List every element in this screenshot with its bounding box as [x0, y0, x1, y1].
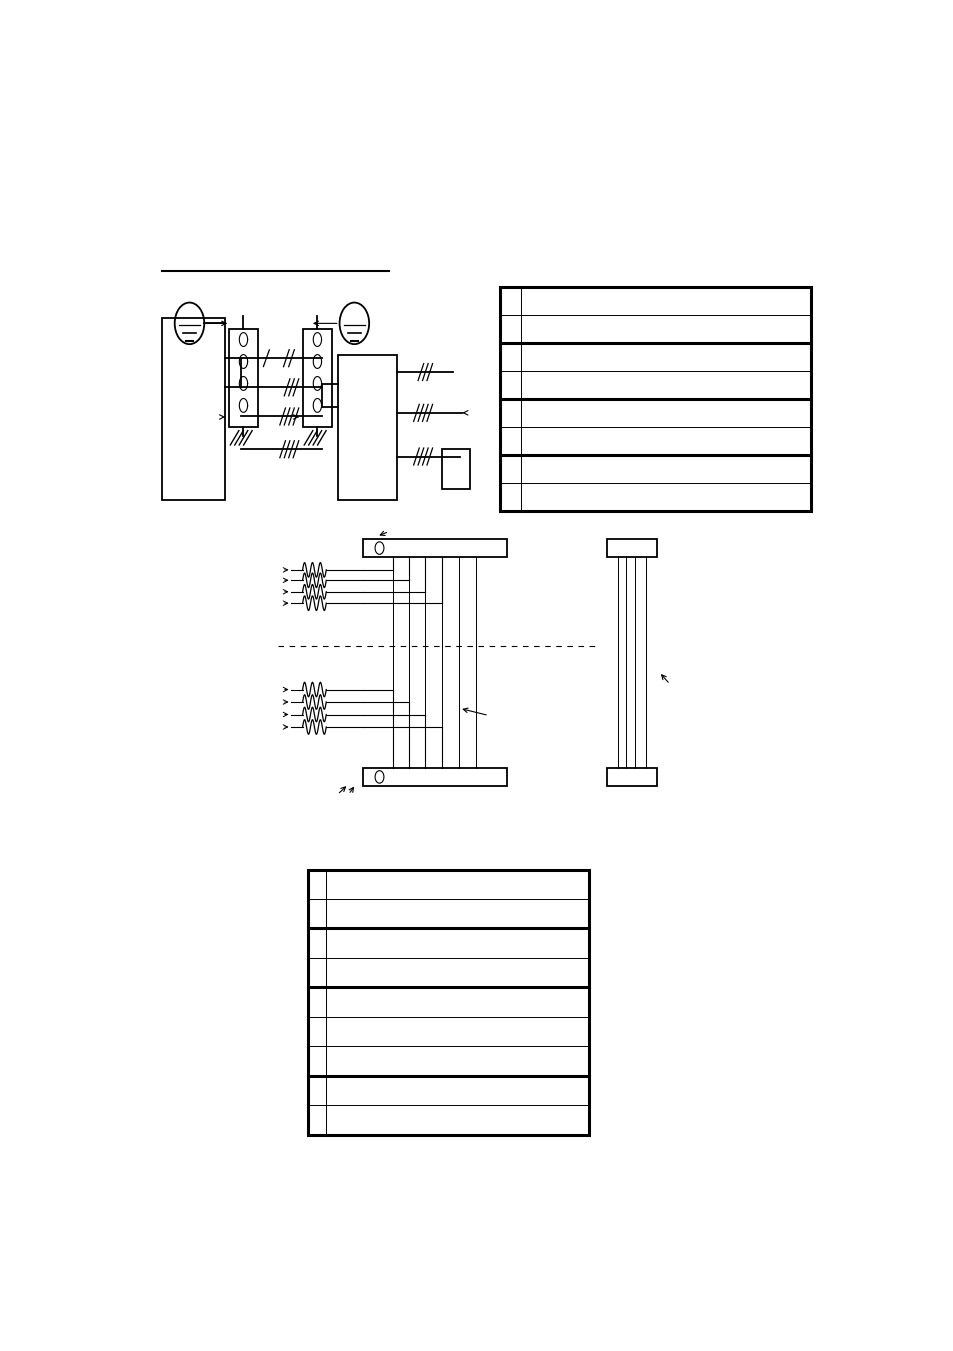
Bar — [499, 286, 810, 511]
Bar — [308, 870, 588, 1135]
Bar — [606, 767, 657, 786]
Bar — [162, 317, 225, 500]
Bar — [441, 449, 469, 489]
Bar — [302, 328, 332, 427]
Bar — [229, 328, 258, 427]
Bar — [606, 539, 657, 558]
Bar — [363, 539, 507, 558]
Bar — [337, 354, 396, 500]
Bar — [363, 767, 507, 786]
